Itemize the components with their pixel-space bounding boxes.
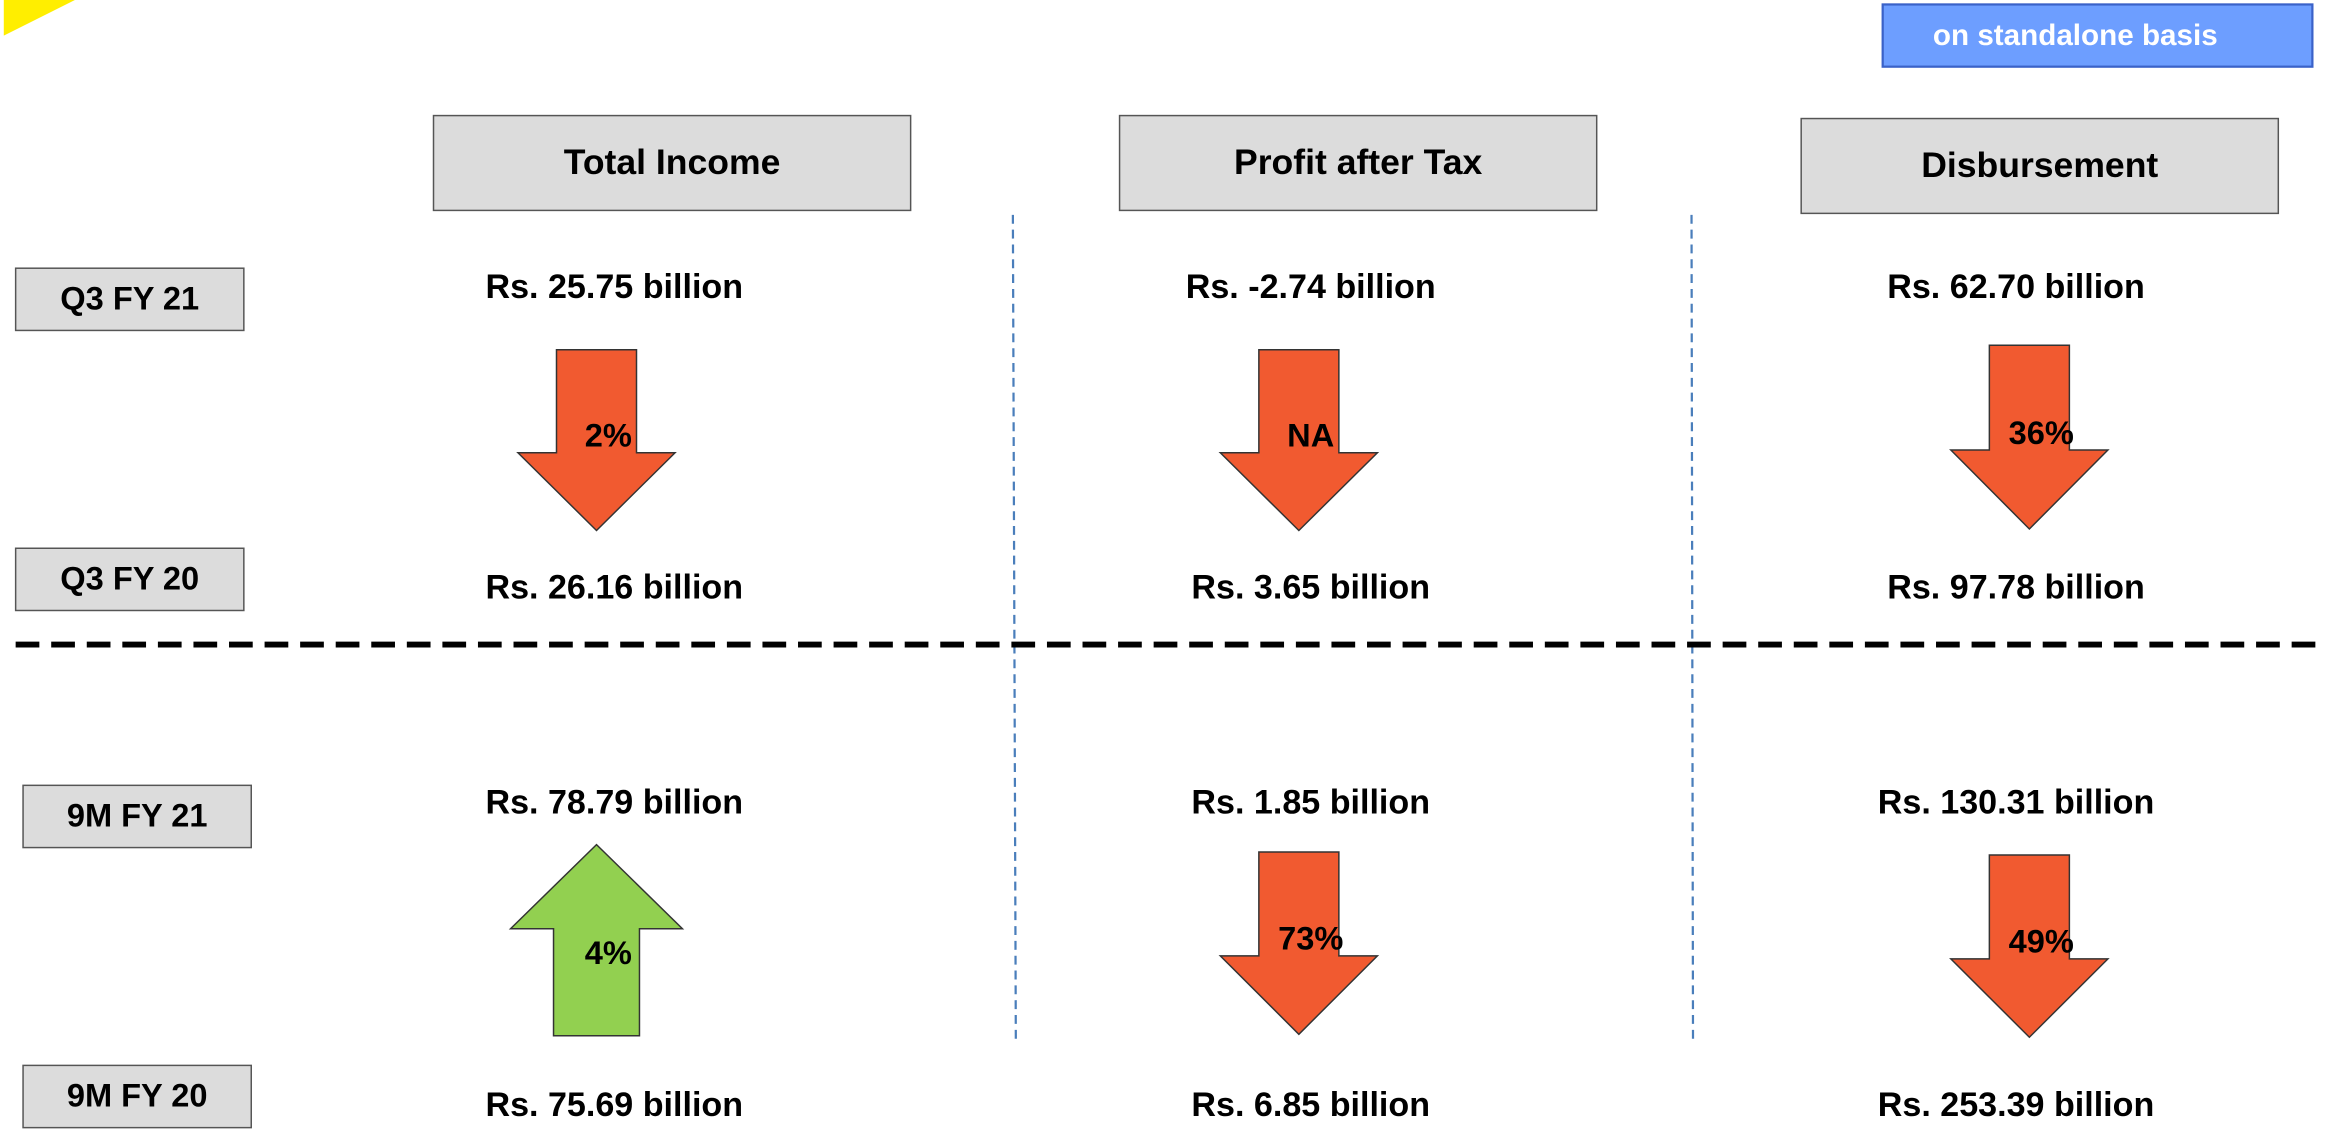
change-label: 49% xyxy=(2009,923,2074,960)
period-label: Q3 FY 20 xyxy=(60,559,199,596)
change-arrow xyxy=(1949,344,2110,531)
badge xyxy=(1881,3,2314,68)
period-box xyxy=(22,1064,252,1129)
current-value: Rs. 130.31 billion xyxy=(1878,784,2155,822)
column-divider xyxy=(1011,214,1017,1045)
change-arrow xyxy=(1949,854,2110,1039)
column-header-box xyxy=(1118,114,1598,212)
previous-value: Rs. 26.16 billion xyxy=(485,569,743,607)
period-label: 9M FY 21 xyxy=(67,797,208,834)
column-header: Profit after Tax xyxy=(1234,142,1482,182)
period-label: Q3 FY 21 xyxy=(60,279,199,316)
change-arrow xyxy=(516,348,677,532)
period-box xyxy=(14,547,245,612)
previous-value: Rs. 75.69 billion xyxy=(485,1086,743,1124)
current-value: Rs. 25.75 billion xyxy=(485,268,743,306)
change-arrow xyxy=(508,843,685,1037)
change-label: 73% xyxy=(1278,920,1343,957)
previous-value: Rs. 253.39 billion xyxy=(1878,1086,2155,1124)
change-arrow xyxy=(1218,348,1380,532)
column-header: Total Income xyxy=(564,142,781,182)
column-header-box xyxy=(432,114,912,212)
badge-text: on standalone basis xyxy=(1933,19,2218,52)
current-value: Rs. 78.79 billion xyxy=(485,784,743,822)
period-label: 9M FY 20 xyxy=(67,1077,208,1114)
previous-value: Rs. 3.65 billion xyxy=(1191,569,1430,607)
current-value: Rs. 1.85 billion xyxy=(1191,784,1430,822)
previous-value: Rs. 97.78 billion xyxy=(1887,569,2145,607)
period-box xyxy=(22,784,252,849)
column-divider xyxy=(1690,214,1695,1045)
current-value: Rs. 62.70 billion xyxy=(1887,268,2145,306)
change-arrow xyxy=(1218,851,1380,1036)
change-label: 2% xyxy=(585,417,632,454)
change-label: 4% xyxy=(585,934,632,971)
change-label: NA xyxy=(1287,417,1334,454)
column-header-box xyxy=(1800,117,2280,215)
period-box xyxy=(14,267,245,332)
previous-value: Rs. 6.85 billion xyxy=(1191,1086,1430,1124)
column-header: Disbursement xyxy=(1921,145,2158,185)
current-value: Rs. -2.74 billion xyxy=(1186,268,1436,306)
change-label: 36% xyxy=(2009,414,2074,451)
corner-decoration xyxy=(3,0,75,36)
